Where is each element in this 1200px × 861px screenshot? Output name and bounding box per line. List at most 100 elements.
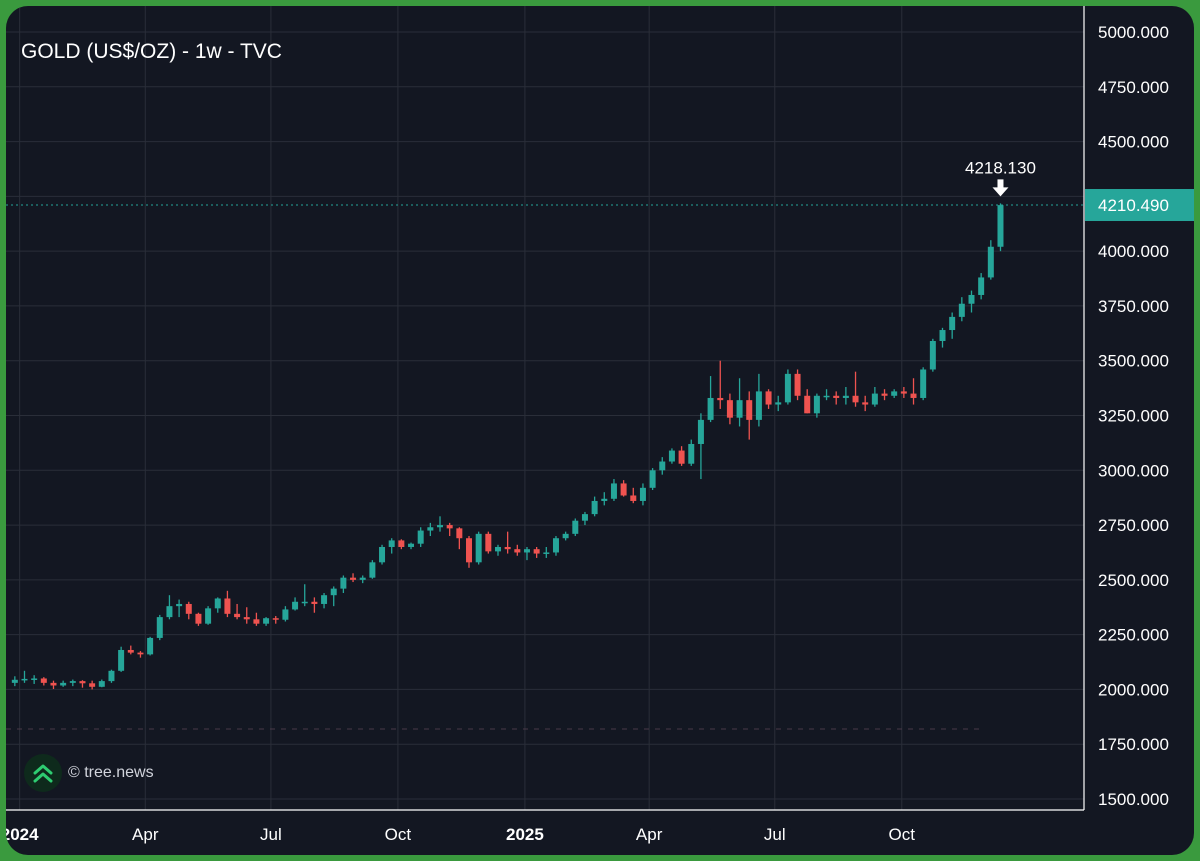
candle-body	[659, 461, 666, 471]
candle-body	[466, 538, 472, 563]
candle-body	[678, 450, 685, 464]
high-marker: 4218.130	[965, 158, 1036, 197]
x-tick-label: Oct	[385, 825, 412, 844]
candle-body	[21, 678, 28, 681]
candle-body	[823, 395, 830, 398]
candle-body	[610, 483, 617, 499]
candle-body	[388, 540, 395, 547]
candle-body	[108, 670, 115, 682]
y-tick-label: 1750.000	[1098, 735, 1169, 754]
candle-body	[591, 500, 598, 515]
candle-body	[562, 533, 569, 539]
high-marker-label: 4218.130	[965, 158, 1036, 177]
candle-body	[746, 400, 753, 420]
candle-body	[813, 395, 820, 414]
candle-body	[282, 609, 289, 620]
candle-body	[50, 682, 57, 686]
candle-body	[910, 393, 917, 398]
y-tick-label: 2750.000	[1098, 516, 1169, 535]
y-tick-label: 4500.000	[1098, 133, 1169, 152]
candle-body	[920, 369, 927, 398]
candle-body	[127, 649, 134, 653]
candle-body	[842, 395, 849, 398]
candle-body	[350, 577, 357, 580]
candle-body	[263, 618, 270, 624]
candle-body	[794, 373, 801, 396]
candle-body	[804, 395, 811, 414]
candle-body	[504, 546, 511, 550]
candle-body	[118, 649, 125, 671]
candle-body	[437, 525, 444, 528]
candle-body	[833, 395, 840, 398]
candle-body	[765, 391, 772, 405]
candles	[11, 203, 1004, 690]
candle-body	[726, 400, 733, 418]
candle-body	[69, 681, 76, 683]
y-tick-label: 3750.000	[1098, 297, 1169, 316]
watermark-text: © tree.news	[68, 764, 154, 781]
candle-body	[707, 397, 714, 420]
y-tick-label: 1500.000	[1098, 790, 1169, 809]
candle-body	[688, 443, 695, 464]
candle-body	[330, 588, 337, 596]
candle-body	[446, 525, 453, 529]
candle-body	[523, 549, 530, 553]
candle-body	[929, 340, 936, 370]
candle-body	[427, 527, 434, 531]
candle-body	[717, 397, 724, 401]
candle-body	[697, 419, 704, 444]
candle-body	[11, 679, 18, 683]
tree-news-logo	[24, 754, 62, 792]
candle-body	[939, 330, 946, 341]
y-tick-label: 2250.000	[1098, 626, 1169, 645]
candle-body	[292, 601, 299, 610]
candle-body	[736, 400, 743, 418]
candle-body	[755, 391, 762, 420]
y-tick-label: 3250.000	[1098, 407, 1169, 426]
candle-body	[79, 681, 86, 684]
candle-body	[668, 450, 675, 462]
candle-body	[379, 546, 386, 563]
chevrons-up-icon	[33, 764, 53, 783]
candle-body	[581, 514, 588, 521]
candle-body	[601, 498, 608, 501]
y-tick-label: 2000.000	[1098, 680, 1169, 699]
candle-body	[968, 294, 975, 304]
candle-body	[543, 552, 550, 554]
candle-body	[630, 495, 637, 501]
arrow-down-icon	[992, 179, 1009, 197]
x-tick-label: 2025	[506, 825, 544, 844]
last-price-label: 4210.490	[1098, 196, 1169, 215]
x-tick-label: 2024	[6, 825, 39, 844]
chart-title: GOLD (US$/OZ) - 1w - TVC	[21, 40, 282, 63]
candle-body	[89, 683, 96, 687]
y-tick-label: 4750.000	[1098, 78, 1169, 97]
candle-body	[185, 603, 192, 614]
candlestick-chart[interactable]: 5000.0004750.0004500.0004250.0004000.000…	[6, 6, 1194, 855]
reference-line	[6, 204, 1084, 730]
y-tick-label: 5000.000	[1098, 23, 1169, 42]
x-tick-label: Oct	[889, 825, 916, 844]
candle-body	[359, 577, 366, 580]
y-tick-label: 3500.000	[1098, 352, 1169, 371]
candle-body	[958, 303, 965, 317]
candle-body	[224, 598, 231, 614]
candle-body	[862, 402, 869, 405]
x-tick-label: Jul	[260, 825, 282, 844]
candle-body	[900, 391, 907, 394]
candle-body	[987, 246, 994, 278]
candle-body	[398, 540, 405, 547]
watermark: © tree.news	[24, 754, 154, 792]
grid	[6, 6, 1084, 810]
candle-body	[891, 391, 898, 396]
candle-body	[40, 678, 47, 683]
candle-body	[639, 487, 646, 501]
candle-body	[456, 528, 463, 539]
x-tick-label: Apr	[132, 825, 159, 844]
candle-body	[514, 549, 521, 553]
candle-body	[253, 619, 260, 624]
candle-body	[311, 601, 318, 604]
candle-body	[301, 601, 308, 604]
candle-body	[205, 608, 212, 624]
candle-body	[340, 577, 347, 589]
